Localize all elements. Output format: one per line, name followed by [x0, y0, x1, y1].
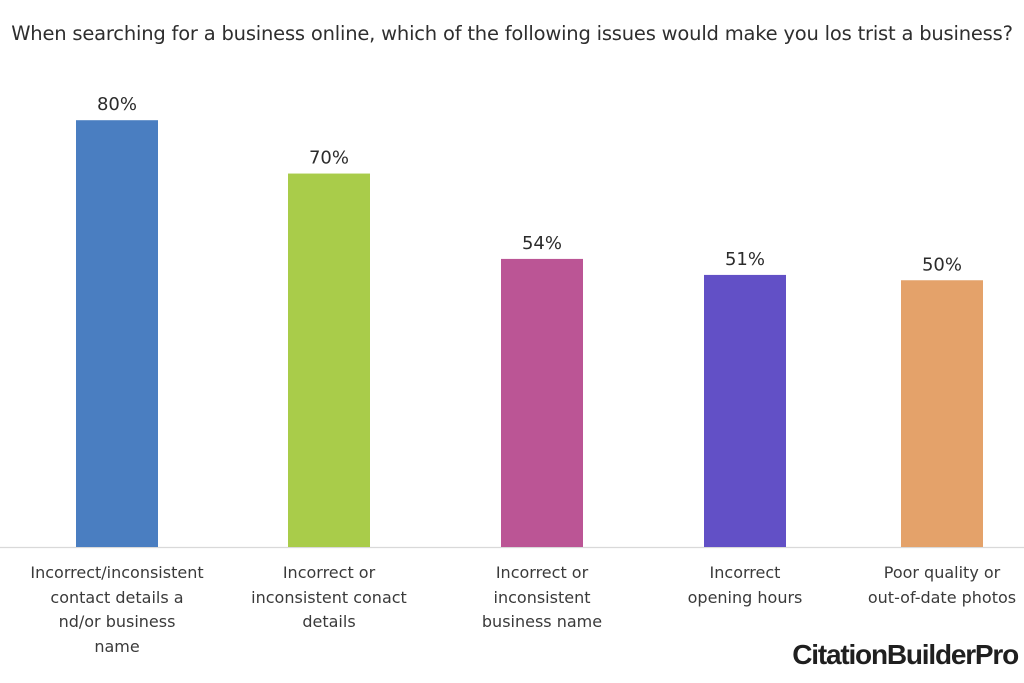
bar-2 [288, 173, 370, 548]
data-label-5: 50% [922, 254, 962, 275]
data-label-2: 70% [309, 148, 349, 169]
category-label-2: Incorrect or inconsistent conact details [251, 563, 407, 631]
bar-4 [704, 274, 786, 547]
data-label-1: 80% [97, 94, 137, 115]
chart-title: When searching for a business online, wh… [11, 22, 1013, 45]
category-label-4: Incorrect opening hours [687, 563, 803, 607]
bar-3 [501, 258, 583, 547]
bar-5 [901, 280, 983, 547]
brand-logo: CitationBuilderPro [792, 639, 1019, 670]
bar-1 [76, 120, 158, 547]
data-label-4: 51% [725, 249, 765, 270]
category-label-1: Incorrect/inconsistent contact details a… [30, 563, 204, 656]
category-label-3: Incorrect or inconsistent business name [481, 563, 603, 631]
data-label-3: 54% [522, 233, 562, 254]
category-label-5: Poor quality or out-of-date photos [867, 563, 1017, 607]
